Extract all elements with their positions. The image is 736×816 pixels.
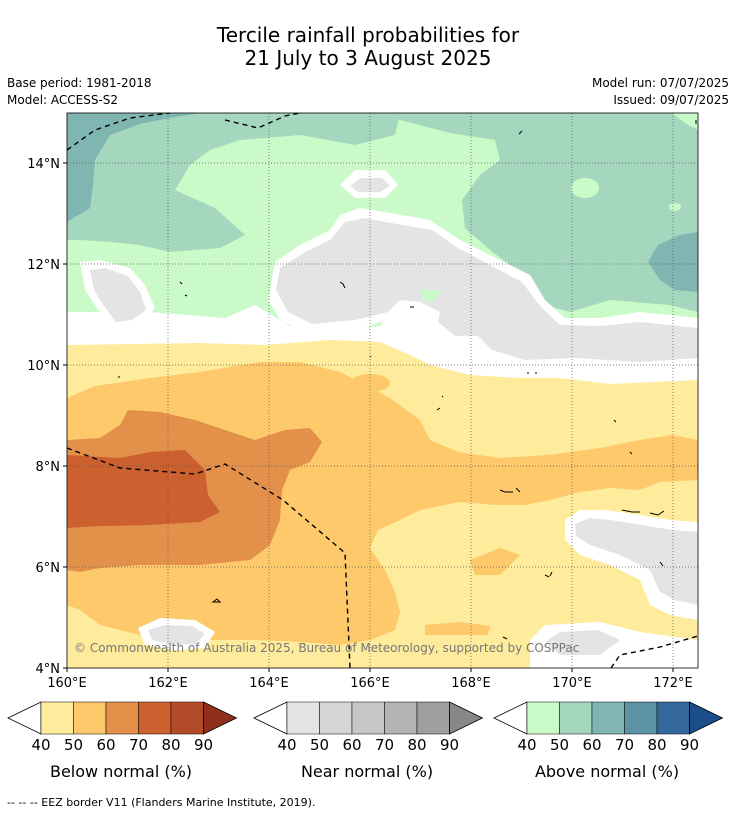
colorbar-tick-label: 60 <box>96 736 115 754</box>
colorbar-tick-label: 70 <box>375 736 394 754</box>
map-title-line1: Tercile rainfall probabilities for <box>216 23 520 47</box>
lon-label: 168°E <box>451 676 491 691</box>
map-title-line2: 21 July to 3 August 2025 <box>244 46 492 70</box>
lat-label: 4°N <box>36 662 61 677</box>
map-frame <box>66 112 699 669</box>
colorbar-segment <box>286 701 320 735</box>
colorbar-segment <box>105 701 139 735</box>
colorbar-segment <box>624 701 658 735</box>
lon-label: 162°E <box>148 676 188 691</box>
issued-date: Issued: 09/07/2025 <box>613 93 729 107</box>
colorbar-tick-label: 90 <box>194 736 213 754</box>
colorbar-tick-label: 50 <box>310 736 329 754</box>
above-normal-60-west <box>67 113 200 222</box>
model-run: Model run: 07/07/2025 <box>591 76 729 90</box>
above-normal-50-east <box>388 113 698 312</box>
colorbar-segment <box>526 701 560 735</box>
colorbar-segment <box>559 701 593 735</box>
model-name: Model: ACCESS-S2 <box>7 93 119 107</box>
lat-label: 10°N <box>27 359 60 374</box>
colorbar-segment <box>319 701 353 735</box>
base-period: Base period: 1981-2018 <box>7 76 152 90</box>
colorbar-extend-high <box>203 701 238 735</box>
near-normal-40-nw <box>90 268 146 322</box>
copyright-notice: © Commonwealth of Australia 2025, Bureau… <box>74 641 579 655</box>
colorbar-tick-label: 80 <box>647 736 666 754</box>
colorbar-segment <box>138 701 172 735</box>
colorbar-tick-label: 40 <box>277 736 296 754</box>
colorbar-tick-label: 80 <box>407 736 426 754</box>
probability-field: © Commonwealth of Australia 2025, Bureau… <box>67 113 698 668</box>
below-normal-70-zone <box>67 450 220 528</box>
eez-border <box>67 113 698 668</box>
lon-label: 166°E <box>350 676 390 691</box>
above-normal-50-west <box>67 113 400 252</box>
colorbar-tick-label: 40 <box>31 736 50 754</box>
lat-label: 6°N <box>36 561 61 576</box>
lon-label: 172°E <box>653 676 693 691</box>
colorbar-extend-low <box>493 701 528 735</box>
near-normal-40-south <box>148 625 205 645</box>
lat-label: 12°N <box>27 258 60 273</box>
colorbar-tick-label: 50 <box>550 736 569 754</box>
graticule <box>67 113 698 668</box>
near-normal-legend-label: Near normal (%) <box>300 762 434 781</box>
colorbar-segment <box>351 701 385 735</box>
lon-label: 170°E <box>552 676 592 691</box>
colorbar-segment <box>591 701 625 735</box>
colorbar-extend-high <box>689 701 724 735</box>
colorbar-segment <box>170 701 204 735</box>
colorbar-segment <box>40 701 74 735</box>
colorbar: 40 50 60 70 80 90 <box>493 701 724 754</box>
colorbar-extend-high <box>449 701 484 735</box>
near-normal-40-se <box>575 518 698 605</box>
colorbar-segment <box>384 701 418 735</box>
colorbar-tick-label: 70 <box>615 736 634 754</box>
colorbar-extend-low <box>7 701 42 735</box>
longitude-labels: 160°E 162°E 164°E 166°E 168°E 170°E 172°… <box>47 668 693 691</box>
above-normal-60-east <box>648 232 698 292</box>
above-normal-legend-label: Above normal (%) <box>534 762 680 781</box>
colorbar-tick-label: 50 <box>64 736 83 754</box>
near-normal-40-central <box>276 218 698 362</box>
colorbar-group: 40 50 60 70 80 90 40 50 60 70 80 90 40 50 60 70 80 90 <box>7 701 724 754</box>
colorbar-tick-label: 60 <box>582 736 601 754</box>
lat-label: 14°N <box>27 157 60 172</box>
colorbar-tick-label: 60 <box>342 736 361 754</box>
lat-label: 8°N <box>36 460 61 475</box>
below-normal-legend-label: Below normal (%) <box>49 762 193 781</box>
colorbar-tick-label: 90 <box>440 736 459 754</box>
colorbar-extend-low <box>253 701 288 735</box>
lon-label: 164°E <box>249 676 289 691</box>
eez-footnote: -- -- -- EEZ border V11 (Flanders Marine… <box>7 796 316 809</box>
colorbar-tick-label: 90 <box>680 736 699 754</box>
colorbar: 40 50 60 70 80 90 <box>7 701 238 754</box>
colorbar-segment <box>73 701 107 735</box>
colorbar-tick-label: 70 <box>129 736 148 754</box>
colorbar-tick-label: 80 <box>161 736 180 754</box>
colorbar-segment <box>656 701 690 735</box>
lon-label: 160°E <box>47 676 87 691</box>
colorbar-tick-label: 40 <box>517 736 536 754</box>
near-normal-40-bottom <box>545 630 620 655</box>
colorbar: 40 50 60 70 80 90 <box>253 701 484 754</box>
latitude-labels: 4°N 6°N 8°N 10°N 12°N 14°N <box>27 157 67 677</box>
colorbar-segment <box>416 701 450 735</box>
